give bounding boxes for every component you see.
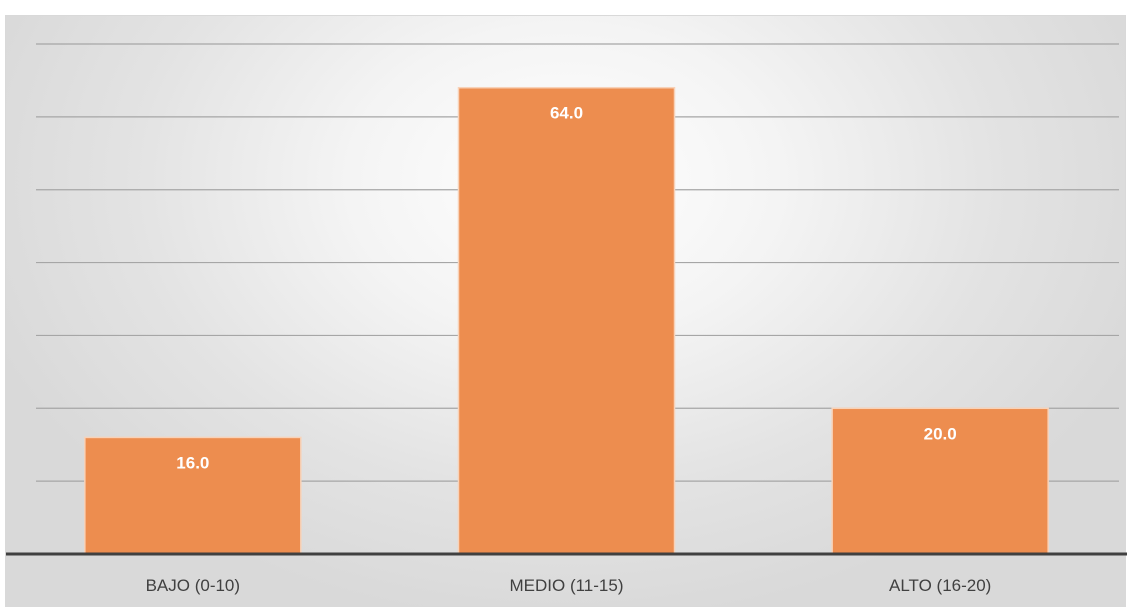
bar-2 (831, 407, 1049, 555)
data-label-1: 64.0 (550, 104, 583, 123)
x-tick-label-1: MEDIO (11-15) (510, 576, 624, 595)
chart-area: 16.0 64.0 20.0 BAJO (0-10) MEDIO (11-15) ALT… (5, 15, 1127, 607)
x-tick-label-2: ALTO (16-20) (889, 576, 991, 595)
x-tick-label-0: BAJO (0-10) (146, 576, 240, 595)
bars (84, 86, 1049, 555)
bar-1 (457, 86, 676, 555)
data-label-0: 16.0 (176, 453, 209, 472)
x-axis-tick-labels: BAJO (0-10) MEDIO (11-15) ALTO (16-20) (146, 576, 992, 595)
bar-chart: 16.0 64.0 20.0 BAJO (0-10) MEDIO (11-15) ALT… (6, 43, 1127, 595)
data-label-2: 20.0 (924, 424, 957, 443)
data-labels: 16.0 64.0 20.0 (176, 104, 956, 473)
